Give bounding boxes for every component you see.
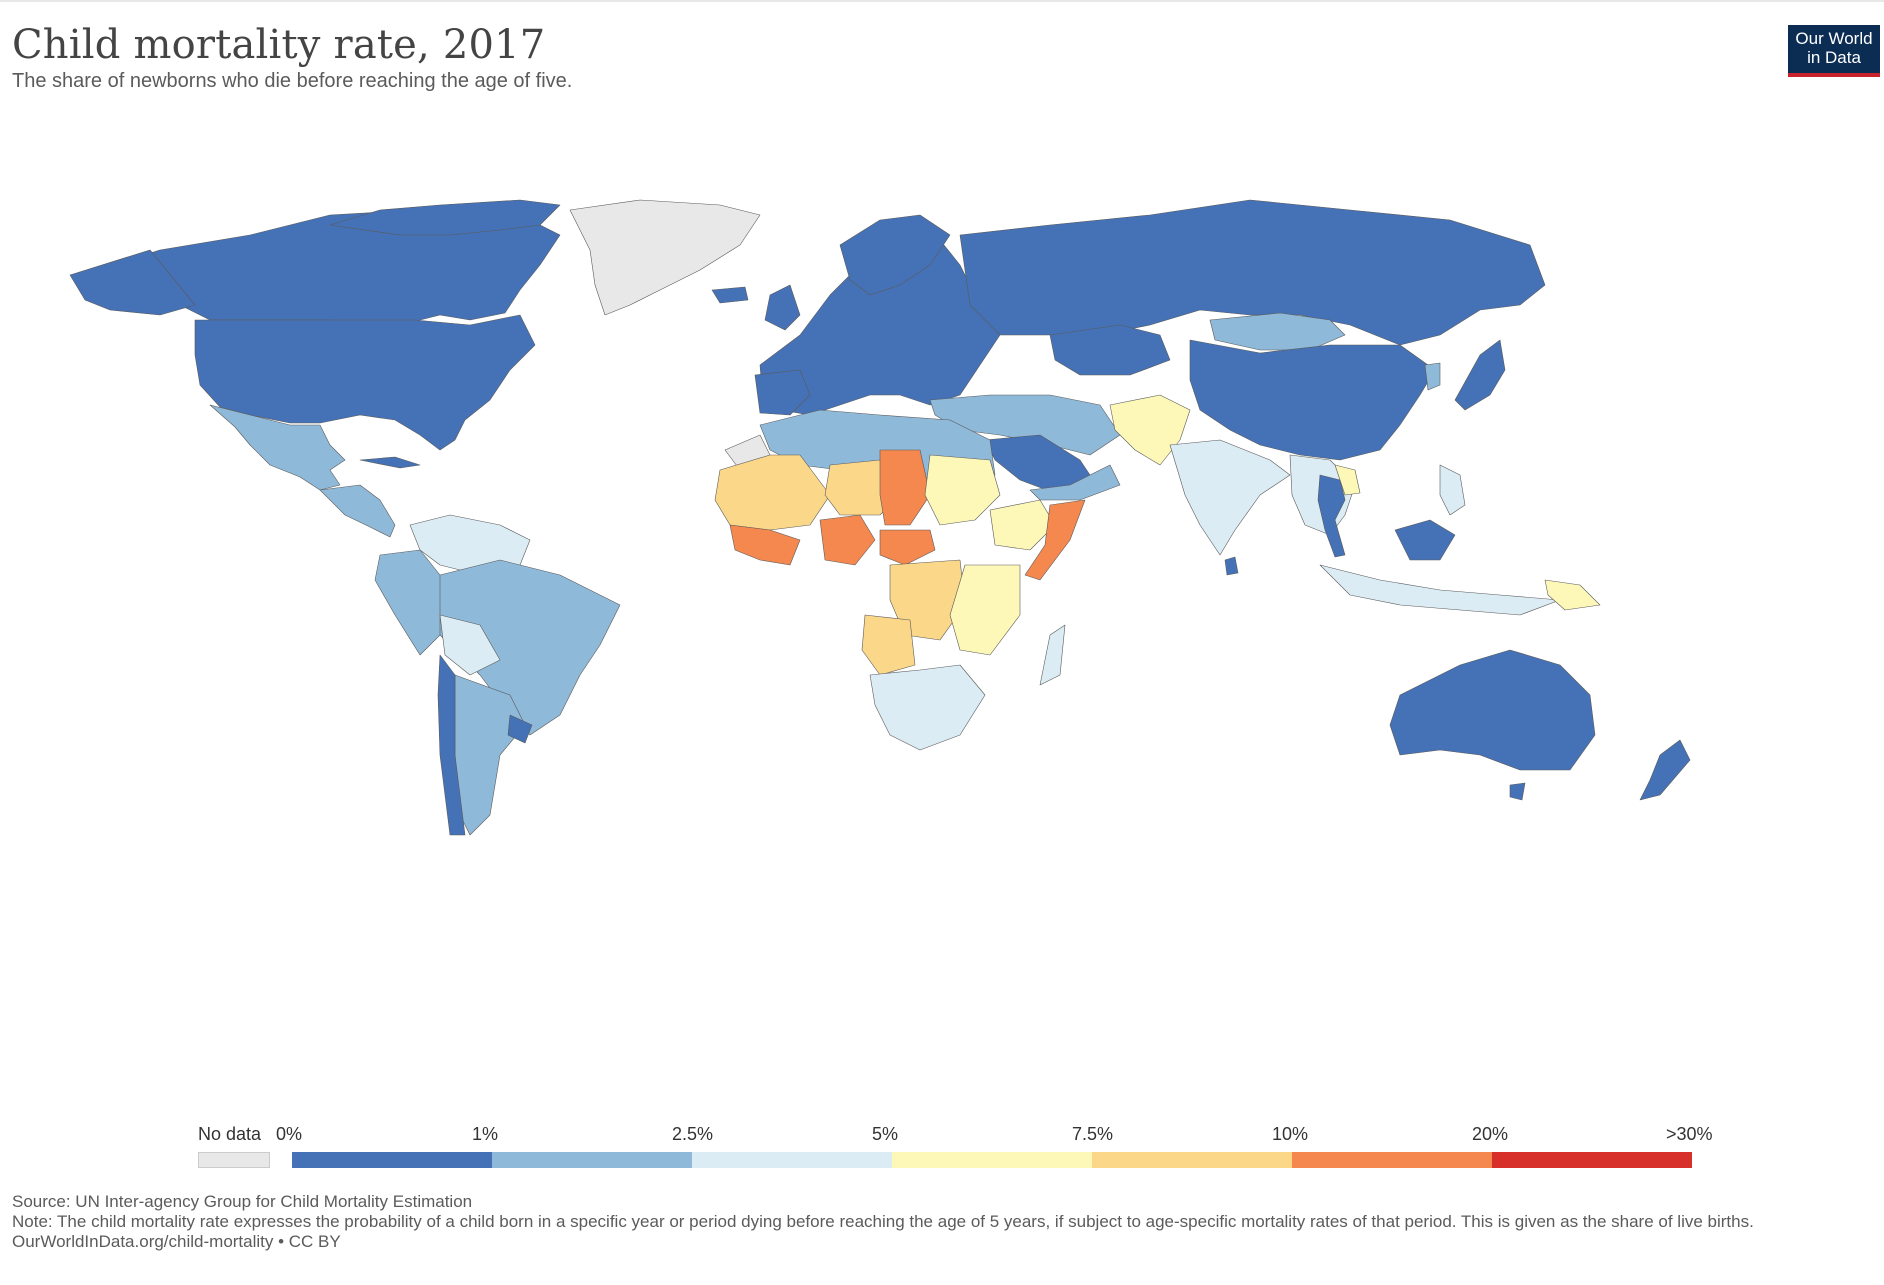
region-central-america[interactable] bbox=[319, 484, 396, 538]
legend-break-label: 1% bbox=[472, 1124, 499, 1144]
chart-footer: Source: UN Inter-agency Group for Child … bbox=[12, 1192, 1802, 1252]
region-mongolia[interactable] bbox=[1209, 312, 1346, 351]
logo-accent-bar bbox=[1788, 73, 1880, 77]
region-cuba[interactable] bbox=[359, 456, 421, 469]
region-indonesia[interactable] bbox=[1319, 564, 1561, 616]
legend-swatch[interactable] bbox=[492, 1152, 692, 1168]
region-mexico[interactable] bbox=[209, 404, 346, 491]
region-southern-africa[interactable] bbox=[869, 664, 986, 751]
legend-break-label: 10% bbox=[1272, 1124, 1309, 1144]
legend-swatch[interactable] bbox=[1492, 1152, 1692, 1168]
region-kazakhstan[interactable] bbox=[1049, 324, 1171, 376]
region-thailand[interactable] bbox=[1317, 474, 1346, 558]
region-chile[interactable] bbox=[437, 654, 466, 836]
region-china[interactable] bbox=[1189, 339, 1436, 461]
legend-swatch[interactable] bbox=[692, 1152, 892, 1168]
region-madagascar[interactable] bbox=[1039, 624, 1066, 686]
region-alaska[interactable] bbox=[69, 249, 196, 316]
legend-break-label: 0% bbox=[276, 1124, 303, 1144]
legend-break-label: 7.5% bbox=[1072, 1124, 1114, 1144]
top-divider bbox=[0, 0, 1884, 2]
region-bolivia[interactable] bbox=[439, 614, 501, 676]
legend-break-label: >30% bbox=[1666, 1124, 1713, 1144]
region-sri-lanka[interactable] bbox=[1224, 556, 1239, 576]
source-text: Source: UN Inter-agency Group for Child … bbox=[12, 1192, 473, 1211]
region-iceland[interactable] bbox=[711, 286, 749, 304]
region-peru-ecuador[interactable] bbox=[374, 549, 441, 656]
legend-break-label: 2.5% bbox=[672, 1124, 714, 1144]
color-legend: No data 0% 1% 2.5% 5% 7.5% 10% 20% >30% bbox=[0, 1118, 1884, 1178]
region-greenland[interactable] bbox=[569, 199, 761, 316]
legend-swatch[interactable] bbox=[1092, 1152, 1292, 1168]
chart-subtitle: The share of newborns who die before rea… bbox=[12, 70, 573, 92]
region-sudan[interactable] bbox=[924, 454, 1001, 526]
legend-break-label: 5% bbox=[872, 1124, 899, 1144]
source-url[interactable]: OurWorldInData.org/child-mortality • CC … bbox=[12, 1232, 341, 1251]
region-australia[interactable] bbox=[1389, 649, 1596, 771]
legend-swatch[interactable] bbox=[292, 1152, 492, 1168]
logo-line-1: Our World bbox=[1795, 29, 1873, 48]
region-borneo[interactable] bbox=[1394, 519, 1456, 561]
region-mauritania-mali[interactable] bbox=[714, 454, 831, 531]
region-japan[interactable] bbox=[1454, 339, 1506, 411]
region-korea[interactable] bbox=[1424, 362, 1441, 391]
region-nigeria[interactable] bbox=[819, 514, 876, 566]
region-new-zealand[interactable] bbox=[1639, 739, 1691, 801]
legend-no-data-label: No data bbox=[198, 1124, 262, 1144]
region-usa[interactable] bbox=[194, 314, 536, 451]
region-tasmania[interactable] bbox=[1509, 782, 1526, 801]
legend-break-label: 20% bbox=[1472, 1124, 1509, 1144]
note-text: Note: The child mortality rate expresses… bbox=[12, 1212, 1754, 1231]
world-map[interactable] bbox=[0, 195, 1884, 1015]
region-ethiopia[interactable] bbox=[989, 499, 1056, 551]
region-angola[interactable] bbox=[861, 614, 916, 676]
region-somalia[interactable] bbox=[1024, 499, 1086, 581]
region-iberia[interactable] bbox=[754, 369, 811, 416]
region-afghanistan-pakistan[interactable] bbox=[1109, 394, 1191, 466]
region-central-african-republic[interactable] bbox=[879, 529, 936, 566]
region-west-africa-coast[interactable] bbox=[729, 524, 801, 566]
region-scandinavia[interactable] bbox=[839, 214, 951, 296]
region-papua-new-guinea[interactable] bbox=[1544, 579, 1601, 611]
legend-swatch[interactable] bbox=[1292, 1152, 1492, 1168]
region-chad[interactable] bbox=[879, 449, 931, 526]
region-uruguay[interactable] bbox=[507, 714, 533, 744]
region-india[interactable] bbox=[1169, 439, 1291, 556]
logo-line-2: in Data bbox=[1807, 48, 1861, 67]
region-philippines[interactable] bbox=[1439, 464, 1466, 516]
legend-swatch[interactable] bbox=[892, 1152, 1092, 1168]
region-uk-ireland[interactable] bbox=[764, 284, 801, 331]
region-canadian-arctic-islands[interactable] bbox=[329, 199, 561, 236]
legend-no-data-swatch bbox=[198, 1152, 270, 1168]
region-laos[interactable] bbox=[1334, 464, 1361, 496]
region-east-africa[interactable] bbox=[949, 564, 1021, 656]
chart-title: Child mortality rate, 2017 bbox=[12, 22, 546, 68]
owid-logo[interactable]: Our World in Data bbox=[1788, 25, 1880, 77]
